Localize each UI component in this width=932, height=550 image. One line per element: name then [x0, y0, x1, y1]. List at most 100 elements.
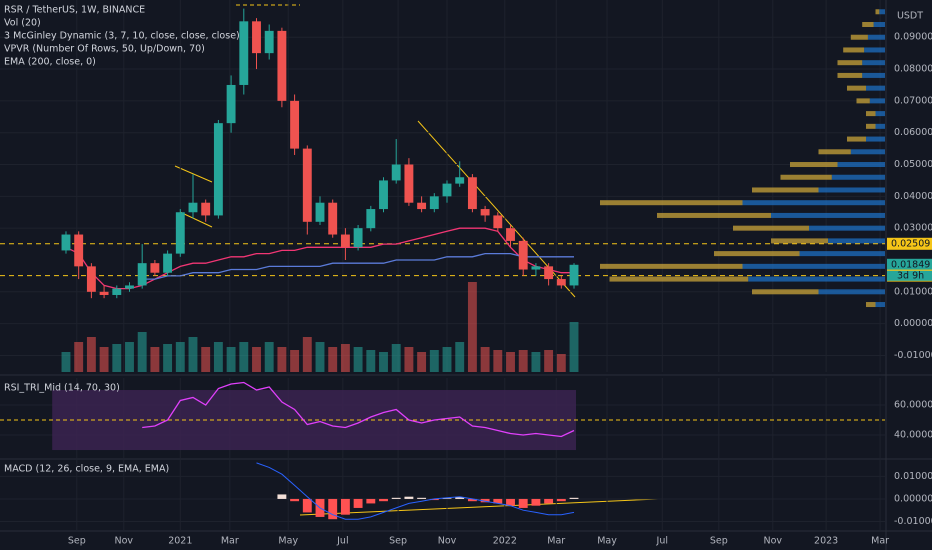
vpvr-up [875, 302, 885, 308]
volume-bar [290, 350, 300, 372]
overlay-line [142, 252, 574, 280]
vpvr-down [818, 149, 851, 155]
vpvr-up [799, 251, 885, 257]
macd-hist [506, 498, 515, 506]
candle-body [569, 264, 579, 286]
volume-bar [125, 342, 134, 372]
y-tick-label: -0.01000 [894, 350, 932, 361]
candle-body [353, 228, 363, 248]
vpvr-up [879, 9, 885, 15]
countdown: 3d 9h [897, 270, 924, 281]
macd-hist [442, 498, 452, 499]
trend-line [299, 498, 659, 516]
volume-bar [556, 354, 566, 372]
x-tick-label: Sep [710, 536, 728, 547]
macd-hist [417, 497, 427, 499]
legend-item: 3 McGinley Dynamic (3, 7, 10, close, clo… [4, 31, 240, 42]
volume-bar [391, 344, 401, 372]
volume-bar [86, 337, 96, 372]
volume-bar [252, 347, 261, 372]
candle-body [277, 30, 287, 101]
currency: USDT [897, 11, 923, 22]
macd-hist [302, 498, 312, 513]
vpvr-down [843, 47, 865, 53]
volume-bar [417, 352, 427, 372]
vpvr-up [771, 212, 885, 218]
y-tick-label: 0.09000 [894, 32, 932, 43]
x-tick-label: May [278, 536, 298, 547]
macd-hist [455, 497, 465, 499]
vpvr-up [864, 47, 885, 53]
vpvr-up [742, 200, 885, 206]
candle-body [302, 148, 312, 222]
vpvr-down [837, 72, 863, 78]
candle-body [404, 164, 414, 203]
vpvr-down [866, 111, 876, 117]
volume-bar [404, 347, 414, 372]
macd-hist [531, 498, 541, 506]
vpvr-down [837, 60, 863, 66]
candle-body [290, 100, 300, 149]
candle-body [188, 202, 198, 213]
volume-bar [506, 352, 515, 372]
trend-line [174, 165, 213, 183]
candle-body [125, 285, 134, 289]
candle-body [467, 177, 477, 210]
price-label-box [887, 258, 932, 271]
vpvr-up [831, 174, 885, 180]
price-label-box [887, 237, 932, 250]
candle-body [455, 177, 465, 184]
vpvr-up [818, 187, 885, 193]
volume-bar [455, 342, 465, 372]
y-tick-label: 0.00000 [894, 318, 932, 329]
candle-body [340, 234, 350, 248]
trend-line [179, 211, 213, 228]
volume-bar [544, 350, 554, 372]
vpvr-down [850, 34, 868, 40]
candle-body [252, 21, 261, 54]
y-tick-label: 0.05000 [894, 159, 932, 170]
volume-bar [366, 350, 376, 372]
y-tick-label: 0.07000 [894, 95, 932, 106]
x-tick-label: May [597, 536, 617, 547]
x-tick-label: Mar [547, 536, 565, 547]
price-label: 0.01849 [891, 259, 930, 270]
macd-hist [493, 498, 503, 504]
vpvr-down [752, 187, 819, 193]
y-tick-label: 60.00000 [894, 400, 932, 411]
vpvr-down [790, 162, 838, 168]
volume-bar [277, 347, 287, 372]
x-tick-label: Nov [438, 536, 457, 547]
volume-bar [442, 347, 452, 372]
countdown-box [887, 270, 932, 281]
volume-bar [493, 350, 503, 372]
volume-bar [480, 347, 490, 372]
vpvr-down [600, 263, 743, 269]
macd-hist [340, 498, 350, 515]
volume-bar [137, 332, 147, 372]
chart-title: RSR / TetherUS, 1W, BINANCE [4, 5, 145, 16]
candle-body [163, 253, 173, 273]
x-tick-label: Nov [114, 536, 133, 547]
vpvr-up [837, 162, 885, 168]
volume-bar [239, 342, 249, 372]
macd-hist [290, 498, 300, 502]
vpvr-down [752, 289, 819, 295]
volume-bar [531, 352, 541, 372]
volume-bar [99, 347, 109, 372]
candle-body [366, 209, 376, 229]
macd-hist [328, 498, 338, 520]
overlay-line [65, 227, 574, 290]
candle-body [442, 183, 452, 197]
y-tick-label: 40.00000 [894, 430, 932, 441]
volume-bar [315, 342, 325, 372]
volume-bar [379, 352, 388, 372]
y-tick-label: 0.00000 [894, 493, 932, 504]
vpvr-up [809, 225, 885, 231]
macd-hist [518, 498, 528, 508]
candle-body [86, 266, 96, 292]
candle-body [226, 84, 236, 124]
volume-bar [112, 344, 122, 372]
vpvr-up [742, 263, 885, 269]
